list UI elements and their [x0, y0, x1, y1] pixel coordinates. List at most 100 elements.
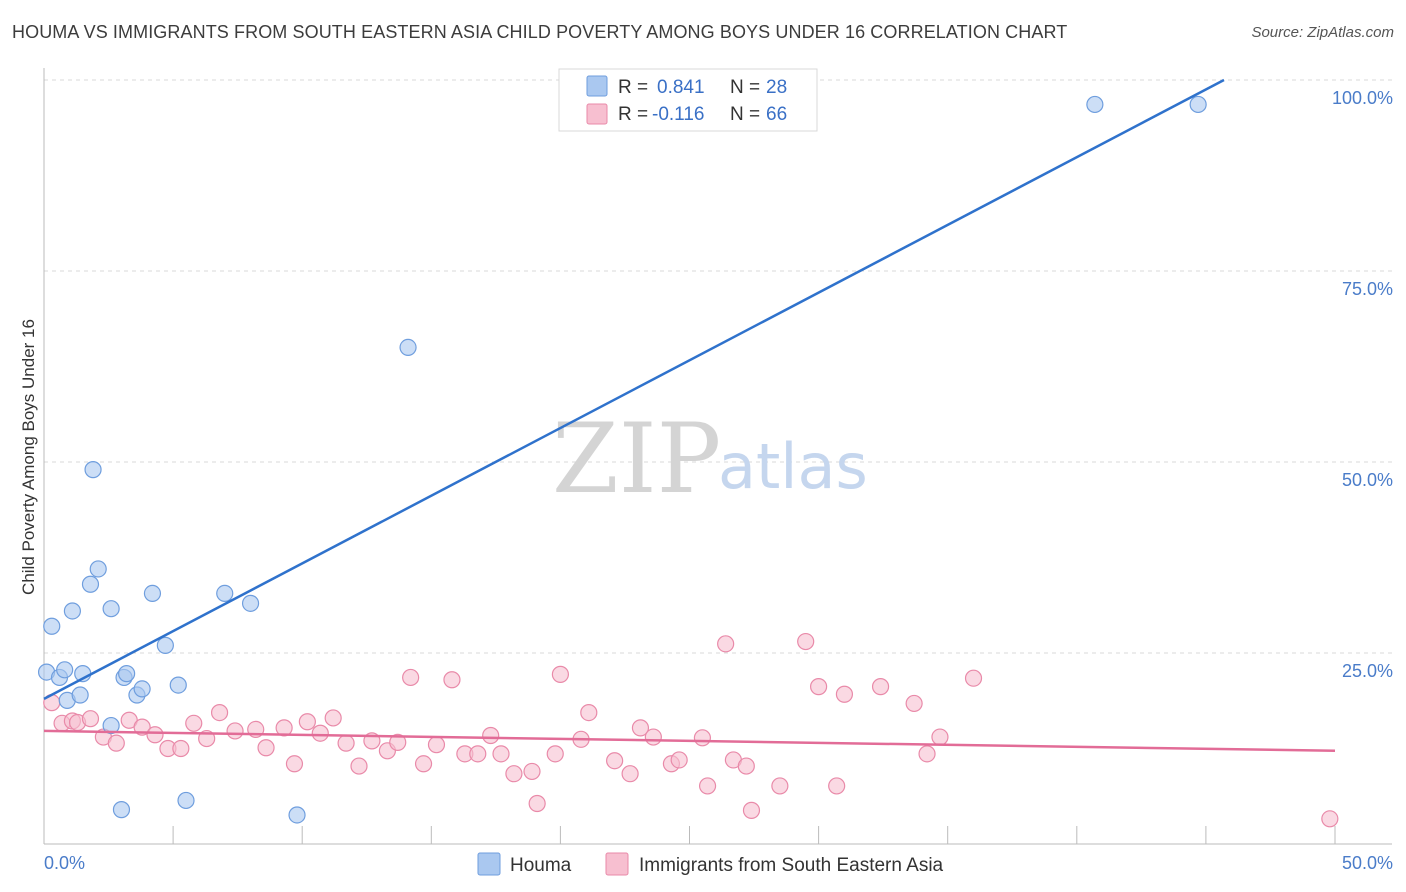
- houma-n-value: 28: [766, 77, 787, 98]
- houma-point-12: [102, 716, 120, 735]
- immigrants-point-6: [107, 734, 125, 752]
- immigrants-point-38: [528, 794, 546, 813]
- immigrants-point-23: [337, 734, 355, 752]
- immigrants-point-19: [285, 755, 304, 773]
- immigrants-point-24: [350, 757, 368, 775]
- immigrants-point-64: [964, 669, 983, 687]
- immigrants-point-65: [1321, 810, 1339, 828]
- houma-legend-swatch: [586, 75, 608, 97]
- immigrants-point-50: [698, 777, 717, 795]
- houma-point-15: [112, 801, 131, 819]
- immigrants-point-43: [606, 752, 624, 770]
- houma-point-8: [81, 575, 100, 593]
- x-tick-label-min: 0.0%: [44, 853, 85, 873]
- immigrants-points: [43, 632, 1339, 828]
- houma-point-20: [169, 676, 187, 694]
- immigrants-point-59: [835, 685, 854, 703]
- immigrants-point-39: [546, 745, 564, 763]
- houma-point-19: [156, 636, 174, 654]
- chart-title: HOUMA VS IMMIGRANTS FROM SOUTH EASTERN A…: [12, 22, 1068, 42]
- houma-points: [37, 95, 1207, 824]
- immigrants-point-9: [146, 726, 164, 744]
- stats-legend: R = 0.841 N = 28 R = -0.116 N = 66: [558, 68, 818, 132]
- houma-point-27: [1189, 95, 1207, 114]
- immigrants-point-33: [469, 745, 487, 763]
- immigrants-point-15: [226, 722, 244, 740]
- immigrants-trend-line: [43, 729, 1336, 753]
- immigrants-point-63: [931, 728, 949, 746]
- immigrants-point-20: [298, 713, 316, 731]
- houma-n-label: N =: [730, 77, 760, 98]
- immigrants-point-8: [133, 718, 151, 736]
- series-legend: Houma Immigrants from South Eastern Asia: [477, 852, 944, 876]
- houma-point-11: [102, 600, 120, 618]
- y-tick-label-50: 50.0%: [1342, 470, 1393, 490]
- immigrants-point-53: [737, 757, 755, 775]
- immigrants-series-swatch: [605, 852, 629, 876]
- immigrants-point-57: [809, 678, 828, 696]
- immigrants-point-51: [717, 635, 735, 653]
- immigrants-point-27: [389, 733, 407, 751]
- houma-point-3: [56, 661, 74, 679]
- houma-point-26: [1086, 95, 1104, 114]
- immigrants-point-62: [918, 745, 936, 763]
- watermark-atlas: atlas: [718, 430, 868, 503]
- houma-point-24: [288, 806, 306, 824]
- watermark-zip: ZIP: [552, 403, 721, 515]
- immigrants-point-40: [551, 665, 570, 683]
- immigrants-point-45: [631, 719, 650, 737]
- immigrants-point-49: [693, 729, 712, 747]
- houma-point-6: [71, 686, 89, 704]
- immigrants-point-56: [797, 632, 815, 651]
- immigrants-point-22: [324, 709, 342, 727]
- x-tick-label-max: 50.0%: [1342, 853, 1393, 873]
- houma-point-23: [241, 594, 260, 612]
- y-tick-label-25: 25.0%: [1342, 661, 1393, 681]
- houma-point-22: [216, 584, 234, 603]
- houma-trend-line: [43, 78, 1225, 700]
- x-tick-marks: [172, 826, 1336, 844]
- immigrants-point-11: [172, 739, 190, 758]
- gridlines: [44, 79, 1392, 654]
- houma-point-18: [143, 584, 162, 603]
- immigrants-point-60: [871, 678, 890, 696]
- houma-series-swatch: [477, 852, 501, 876]
- immigrants-point-34: [482, 726, 500, 745]
- immigrants-point-44: [621, 765, 639, 783]
- houma-point-17: [133, 680, 151, 698]
- immigrants-point-4: [81, 710, 100, 728]
- immigrants-point-46: [644, 728, 662, 746]
- houma-point-9: [84, 461, 102, 479]
- immigrants-point-28: [402, 668, 420, 687]
- immigrants-point-29: [414, 755, 433, 773]
- immigrants-point-17: [257, 739, 275, 757]
- immigrants-point-48: [670, 751, 688, 769]
- immigrants-point-35: [492, 745, 510, 763]
- immigrants-point-61: [905, 694, 923, 713]
- immigrants-n-label: N =: [730, 104, 760, 125]
- houma-point-25: [399, 338, 417, 356]
- immigrants-point-58: [828, 777, 846, 795]
- houma-point-1: [43, 617, 61, 635]
- y-tick-label-75: 75.0%: [1342, 279, 1393, 299]
- immigrants-point-54: [742, 801, 761, 819]
- immigrants-point-55: [771, 777, 789, 795]
- y-axis-label: Child Poverty Among Boys Under 16: [19, 319, 38, 595]
- immigrants-point-37: [523, 762, 541, 781]
- immigrants-point-30: [427, 736, 446, 754]
- immigrants-point-14: [210, 703, 229, 722]
- immigrants-series-label: Immigrants from South Eastern Asia: [639, 855, 944, 876]
- immigrants-point-31: [443, 671, 461, 689]
- houma-point-21: [177, 791, 195, 810]
- houma-point-5: [63, 602, 82, 620]
- y-tick-labels: 100.0% 75.0% 50.0% 25.0%: [1332, 88, 1393, 681]
- immigrants-r-label: R =: [618, 104, 648, 125]
- immigrants-point-21: [311, 724, 329, 742]
- source-label: Source: ZipAtlas.com: [1251, 24, 1394, 41]
- immigrants-n-value: 66: [766, 104, 787, 125]
- houma-r-value: 0.841: [657, 77, 705, 98]
- houma-r-label: R =: [618, 77, 648, 98]
- houma-series-label: Houma: [510, 855, 572, 876]
- houma-point-10: [89, 560, 107, 578]
